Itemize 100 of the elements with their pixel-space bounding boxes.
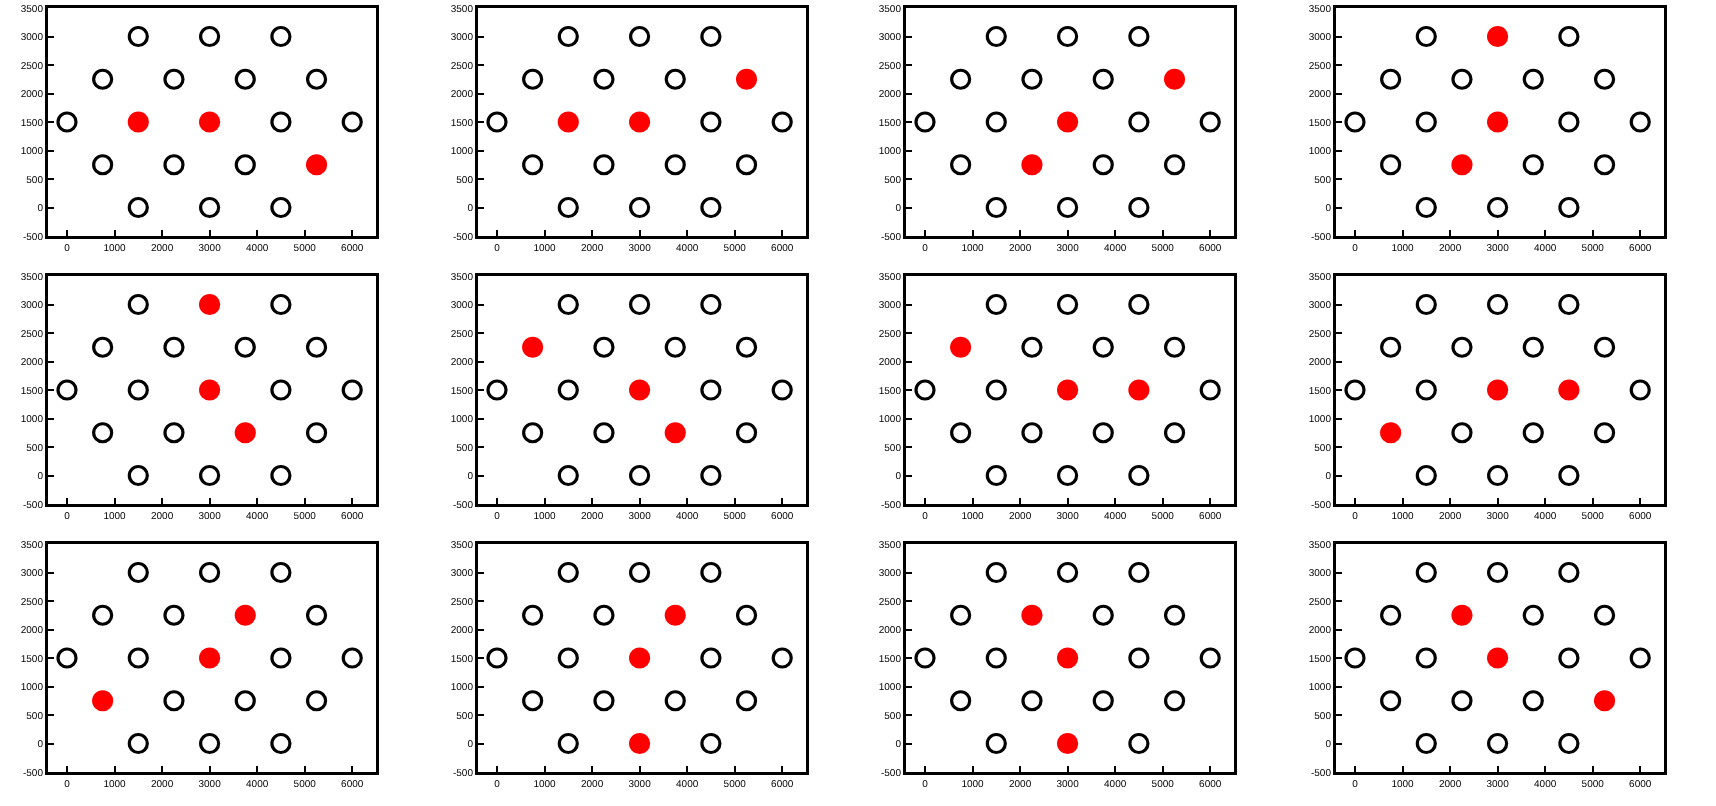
- point: [199, 379, 221, 401]
- point: [950, 68, 972, 90]
- point: [234, 154, 256, 176]
- point: [985, 379, 1007, 401]
- point: [341, 111, 363, 133]
- point: [127, 647, 149, 669]
- point: [1557, 196, 1579, 219]
- point: [628, 732, 650, 755]
- point: [914, 379, 936, 401]
- point: [556, 25, 578, 48]
- point: [1128, 25, 1150, 48]
- point: [985, 196, 1007, 219]
- point: [734, 154, 757, 176]
- point: [1128, 111, 1150, 133]
- point: [521, 336, 543, 358]
- point: [734, 68, 757, 90]
- point: [663, 336, 685, 358]
- point: [914, 111, 936, 133]
- point: [1379, 154, 1401, 176]
- point: [56, 647, 78, 669]
- point: [1450, 604, 1472, 626]
- point: [127, 379, 149, 401]
- point: [56, 111, 78, 133]
- point: [628, 464, 650, 487]
- point: [1092, 422, 1114, 444]
- point: [521, 422, 543, 444]
- point: [1021, 604, 1043, 626]
- point: [985, 111, 1007, 133]
- point: [1486, 647, 1508, 669]
- point: [1592, 690, 1615, 712]
- point: [950, 690, 972, 712]
- point: [734, 336, 757, 358]
- point: [127, 464, 149, 487]
- point: [770, 111, 792, 133]
- point: [305, 690, 328, 712]
- point: [1592, 154, 1615, 176]
- point: [1628, 647, 1650, 669]
- point: [985, 561, 1007, 584]
- point: [628, 647, 650, 669]
- point: [163, 68, 185, 90]
- point: [1486, 25, 1508, 48]
- point: [628, 196, 650, 219]
- point: [521, 690, 543, 712]
- point: [127, 196, 149, 219]
- point: [305, 68, 328, 90]
- point: [1628, 379, 1650, 401]
- point: [1021, 336, 1043, 358]
- point: [1343, 647, 1365, 669]
- point: [485, 111, 507, 133]
- point: [1450, 336, 1472, 358]
- point: [234, 604, 256, 626]
- point: [734, 604, 757, 626]
- point: [199, 464, 221, 487]
- point: [270, 561, 292, 584]
- point: [127, 25, 149, 48]
- point: [1557, 732, 1579, 755]
- point: [92, 154, 114, 176]
- point: [270, 732, 292, 755]
- point: [1557, 25, 1579, 48]
- point: [234, 422, 256, 444]
- point: [270, 464, 292, 487]
- point: [734, 422, 757, 444]
- point: [1199, 111, 1221, 133]
- point: [1379, 68, 1401, 90]
- point: [1199, 379, 1221, 401]
- point: [1521, 68, 1543, 90]
- point: [699, 111, 721, 133]
- point: [1057, 464, 1079, 487]
- point: [1628, 111, 1650, 133]
- point: [699, 561, 721, 584]
- point: [985, 293, 1007, 316]
- point: [199, 196, 221, 219]
- point: [163, 690, 185, 712]
- point: [199, 293, 221, 316]
- point: [950, 604, 972, 626]
- point: [950, 336, 972, 358]
- point: [556, 561, 578, 584]
- point: [270, 647, 292, 669]
- point: [199, 25, 221, 48]
- point: [699, 647, 721, 669]
- point: [1128, 464, 1150, 487]
- point: [1414, 111, 1436, 133]
- point: [1450, 422, 1472, 444]
- point: [270, 379, 292, 401]
- point: [592, 336, 614, 358]
- point: [92, 336, 114, 358]
- point: [1521, 336, 1543, 358]
- point: [985, 732, 1007, 755]
- point: [1557, 464, 1579, 487]
- point: [950, 154, 972, 176]
- point: [1057, 561, 1079, 584]
- point: [1092, 690, 1114, 712]
- point: [1128, 196, 1150, 219]
- point: [985, 647, 1007, 669]
- point: [734, 690, 757, 712]
- point: [1450, 690, 1472, 712]
- point: [270, 293, 292, 316]
- point: [663, 68, 685, 90]
- point: [1521, 154, 1543, 176]
- point: [341, 647, 363, 669]
